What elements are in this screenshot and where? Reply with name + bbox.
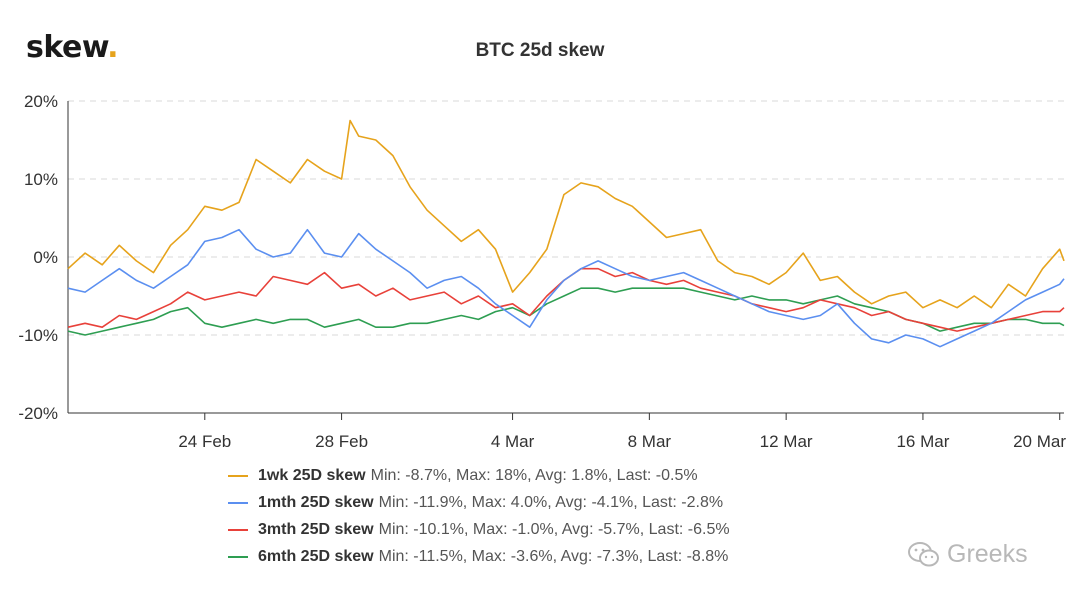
y-tick-label: 10% — [24, 170, 58, 189]
legend-series-name: 1mth 25D skew — [258, 493, 374, 511]
x-tick-label: 28 Feb — [315, 432, 368, 451]
legend-series-stats: Min: -8.7%, Max: 18%, Avg: 1.8%, Last: -… — [370, 466, 698, 484]
legend-item[interactable]: 6mth 25D skew Min: -11.5%, Max: -3.6%, Av… — [228, 543, 730, 570]
legend-series-stats: Min: -10.1%, Max: -1.0%, Avg: -5.7%, Las… — [378, 520, 730, 538]
x-tick-label: 12 Mar — [760, 432, 813, 451]
legend-swatch — [228, 501, 248, 504]
chart-legend: 1wk 25D skew Min: -8.7%, Max: 18%, Avg: 1… — [228, 462, 730, 570]
watermark-text: Greeks — [947, 540, 1028, 568]
logo-dot: . — [107, 30, 119, 65]
legend-series-name: 6mth 25D skew — [258, 547, 374, 565]
x-tick-label: 8 Mar — [628, 432, 672, 451]
legend-swatch — [228, 474, 248, 477]
logo-text: skew — [26, 30, 108, 65]
x-tick-label: 4 Mar — [491, 432, 535, 451]
legend-swatch — [228, 528, 248, 531]
chart-title: BTC 25d skew — [475, 40, 605, 61]
greeks-watermark: Greeks — [907, 540, 1028, 569]
wechat-icon — [908, 541, 939, 566]
series-line-6mth — [67, 287, 1065, 336]
x-tick-label: 20 Mar — [1013, 432, 1066, 451]
series-line-1mth — [67, 228, 1065, 348]
skew-logo: skew. — [26, 30, 119, 65]
y-tick-label: -20% — [18, 404, 58, 423]
legend-series-stats: Min: -11.5%, Max: -3.6%, Avg: -7.3%, Las… — [378, 547, 729, 565]
legend-item[interactable]: 3mth 25D skew Min: -10.1%, Max: -1.0%, Av… — [228, 516, 730, 543]
series-line-1wk — [67, 119, 1065, 309]
legend-series-name: 1wk 25D skew — [258, 466, 366, 484]
legend-item[interactable]: 1wk 25D skew Min: -8.7%, Max: 18%, Avg: 1… — [228, 462, 730, 489]
x-tick-label: 16 Mar — [896, 432, 949, 451]
x-tick-label: 24 Feb — [178, 432, 231, 451]
legend-series-stats: Min: -11.9%, Max: 4.0%, Avg: -4.1%, Last… — [378, 493, 724, 511]
legend-series-name: 3mth 25D skew — [258, 520, 374, 538]
legend-swatch — [228, 555, 248, 558]
y-tick-label: 20% — [24, 92, 58, 111]
legend-item[interactable]: 1mth 25D skew Min: -11.9%, Max: 4.0%, Avg… — [228, 489, 730, 516]
y-tick-label: 0% — [33, 248, 58, 267]
y-tick-label: -10% — [18, 326, 58, 345]
